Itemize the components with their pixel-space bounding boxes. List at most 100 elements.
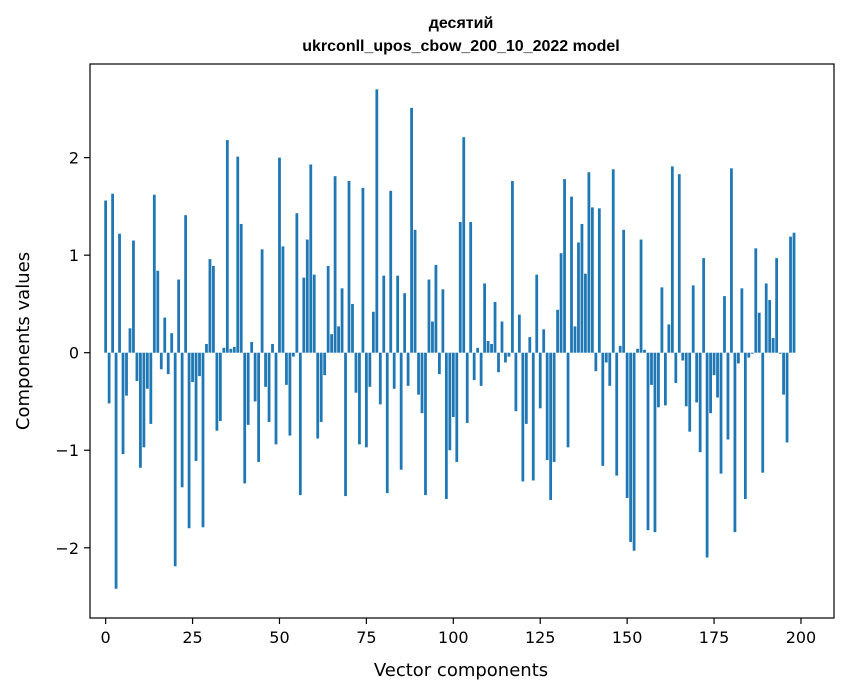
bar-196 [785, 352, 789, 443]
bar-73 [358, 352, 361, 445]
bar-2 [111, 193, 114, 353]
bar-82 [389, 190, 393, 353]
bar-132 [563, 179, 566, 353]
bar-65 [330, 334, 334, 353]
bar-51 [281, 246, 285, 353]
bar-76 [368, 352, 372, 387]
bar-46 [264, 352, 267, 387]
bar-20 [173, 352, 177, 567]
bar-84 [396, 275, 400, 353]
bar-14 [152, 194, 156, 353]
bar-102 [458, 222, 462, 353]
bar-179 [726, 352, 730, 440]
chart-title: десятий [429, 15, 494, 32]
bar-146 [611, 169, 615, 353]
bar-68 [340, 288, 344, 353]
bar-127 [545, 352, 549, 460]
bar-169 [691, 285, 695, 353]
bar-150 [625, 352, 629, 499]
bar-178 [723, 296, 726, 353]
bar-47 [267, 352, 271, 422]
bar-19 [170, 333, 174, 353]
bar-88 [410, 107, 413, 353]
bar-94 [431, 321, 434, 353]
bar-152 [632, 352, 636, 551]
bar-80 [382, 275, 386, 353]
bar-55 [295, 213, 299, 353]
y-axis-ticks: −2 −1 0 1 2 [55, 149, 90, 558]
bar-155 [643, 349, 646, 353]
bar-85 [399, 352, 403, 470]
bar-111 [490, 343, 493, 353]
bar-0 [104, 200, 108, 353]
bar-86 [403, 293, 407, 353]
bar-137 [580, 223, 584, 353]
bar-10 [139, 352, 142, 468]
bar-83 [392, 352, 396, 389]
bar-1 [107, 352, 111, 404]
bar-93 [427, 279, 431, 353]
x-tick-label: 100 [438, 628, 469, 647]
bar-5 [121, 352, 125, 455]
bar-61 [316, 352, 320, 439]
y-tick-label: 1 [69, 246, 79, 265]
bar-140 [590, 207, 594, 353]
bar-181 [733, 352, 737, 533]
bar-79 [378, 352, 382, 405]
bar-149 [622, 229, 626, 353]
bar-113 [497, 352, 500, 373]
bar-4 [118, 233, 121, 353]
bar-125 [538, 352, 542, 409]
x-tick-label: 200 [786, 628, 817, 647]
bar-171 [698, 352, 702, 453]
bar-170 [695, 352, 699, 403]
x-tick-label: 125 [525, 628, 556, 647]
bar-42 [250, 341, 254, 353]
bar-120 [521, 352, 525, 482]
bar-21 [177, 279, 181, 353]
x-axis-ticks: 0 25 50 75 100 125 150 175 200 [101, 618, 817, 647]
bar-49 [274, 352, 278, 445]
y-tick-label: 2 [69, 149, 79, 168]
bar-99 [448, 352, 452, 451]
bar-136 [577, 242, 580, 353]
x-tick-label: 75 [356, 628, 376, 647]
bar-177 [719, 352, 723, 474]
bar-91 [420, 352, 424, 414]
bar-195 [782, 352, 785, 395]
bar-7 [128, 328, 132, 353]
bar-157 [650, 352, 653, 385]
bar-69 [344, 352, 347, 497]
bar-57 [302, 277, 306, 353]
bar-9 [135, 352, 139, 381]
bar-160 [660, 287, 664, 353]
bar-197 [789, 236, 792, 353]
bar-29 [205, 343, 208, 353]
bar-185 [747, 352, 751, 358]
bar-141 [594, 352, 598, 372]
y-tick-label: 0 [69, 344, 79, 363]
bar-26 [194, 352, 198, 461]
x-tick-label: 175 [699, 628, 730, 647]
bar-123 [531, 352, 535, 481]
bar-32 [215, 352, 219, 431]
chart-subtitle: ukrconll_upos_cbow_200_10_2022 model [302, 38, 619, 55]
y-tick-label: −1 [55, 441, 79, 460]
bar-52 [285, 352, 288, 385]
bar-87 [406, 352, 410, 386]
bar-39 [239, 223, 243, 353]
bar-71 [351, 303, 354, 353]
bar-3 [114, 352, 118, 589]
bar-176 [716, 352, 719, 398]
bar-167 [684, 352, 688, 407]
bar-166 [681, 352, 685, 361]
bar-114 [500, 321, 504, 353]
bar-72 [354, 352, 358, 393]
bar-67 [337, 326, 340, 353]
bar-135 [573, 326, 577, 353]
bar-62 [319, 352, 323, 422]
bar-64 [326, 265, 330, 353]
bar-101 [455, 352, 459, 462]
bar-134 [570, 196, 573, 353]
